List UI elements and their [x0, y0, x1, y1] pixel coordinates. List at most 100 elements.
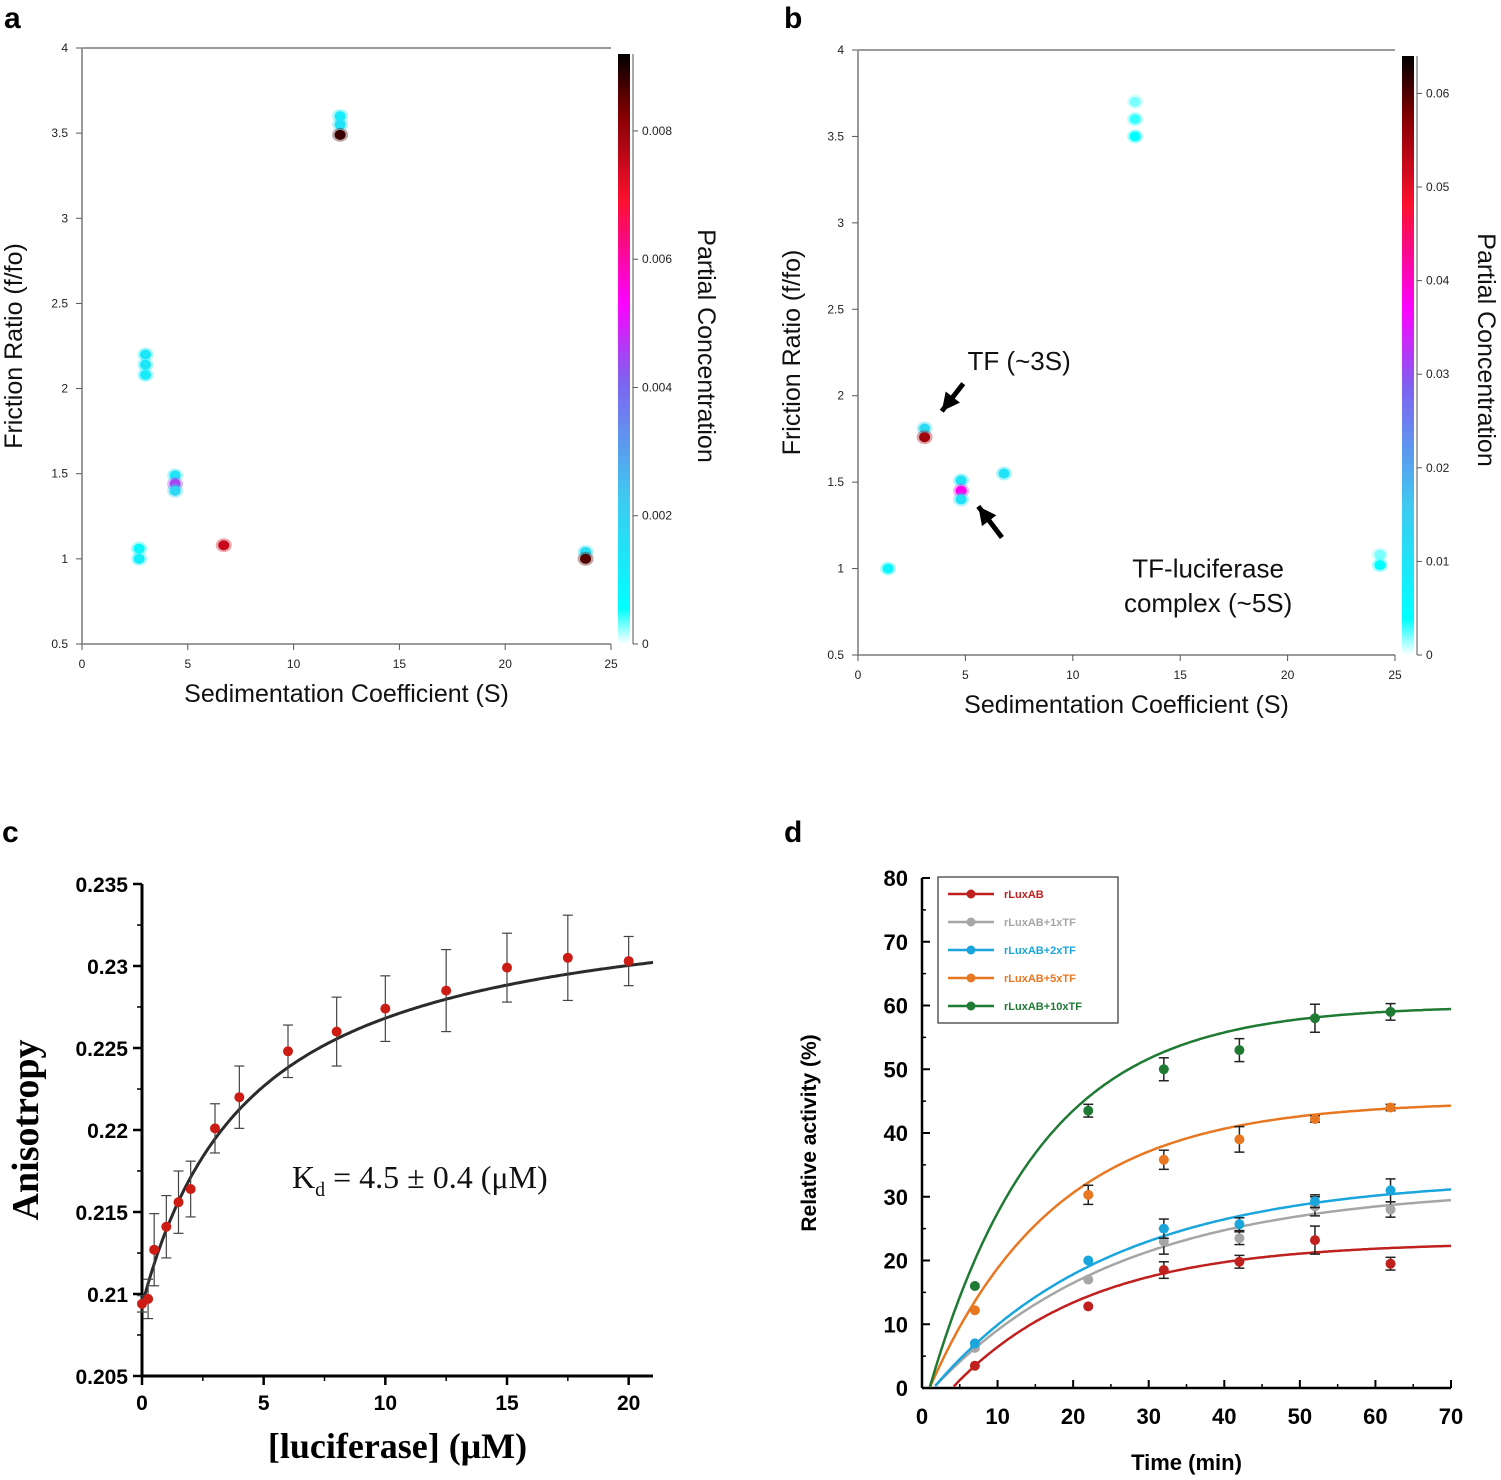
y-tick-label: 3.5 [51, 126, 68, 140]
x-tick-label: 60 [1363, 1404, 1387, 1429]
x-tick-label: 20 [499, 657, 513, 671]
data-point-1 [1385, 1204, 1396, 1215]
x-tick-label: 0 [136, 1392, 148, 1415]
x-tick-label: 50 [1288, 1404, 1312, 1429]
data-point-4 [1083, 1105, 1094, 1116]
y-tick-label: 2 [61, 382, 68, 396]
x-tick-label: 70 [1439, 1404, 1463, 1429]
data-point [210, 1123, 220, 1134]
fit-curve-4 [928, 1007, 1452, 1388]
x-tick-label: 5 [962, 668, 969, 682]
colorbar-tick-label: 0.06 [1426, 86, 1450, 100]
x-axis-label: Sedimentation Coefficient (S) [964, 691, 1289, 719]
x-tick-label: 15 [1174, 668, 1188, 682]
data-point-0 [1158, 1265, 1169, 1276]
y-axis-label: Anisotropy [5, 1040, 47, 1221]
x-tick-label: 15 [495, 1392, 519, 1415]
annotation-text: TF (~3S) [967, 346, 1070, 376]
x-tick-label: 0 [916, 1404, 928, 1429]
data-point-2 [969, 1338, 980, 1349]
data-point [234, 1092, 245, 1103]
data-point-0 [969, 1360, 980, 1371]
colorbar-tick-label: 0.02 [1426, 461, 1450, 475]
colorbar [1402, 56, 1414, 655]
spot [334, 111, 346, 122]
y-axis-label: Friction Ratio (f/fo) [778, 250, 806, 456]
data-point [185, 1184, 196, 1195]
y-tick-label: 4 [837, 43, 844, 57]
y-tick-label: 1 [837, 562, 844, 576]
y-tick-label: 0.205 [75, 1366, 128, 1389]
spot [1129, 114, 1141, 125]
data-point-1 [1234, 1233, 1245, 1244]
data-point-0 [1234, 1256, 1245, 1267]
fit-curve-2 [934, 1188, 1452, 1387]
y-axis-label: Friction Ratio (f/fo) [0, 243, 28, 449]
panel-letter-b: b [784, 2, 802, 35]
data-point-0 [1309, 1235, 1320, 1246]
data-point-4 [1158, 1064, 1169, 1075]
y-tick-label: 50 [884, 1057, 908, 1082]
spot [218, 540, 230, 551]
y-tick-label: 2.5 [51, 296, 68, 310]
colorbar-tick-label: 0.04 [1426, 274, 1450, 288]
x-tick-label: 0 [79, 657, 86, 671]
spot [139, 359, 151, 370]
colorbar-label: Partial Concentration [692, 229, 720, 462]
spot [955, 485, 967, 496]
data-point [283, 1046, 293, 1057]
y-tick-label: 3.5 [827, 129, 844, 143]
data-point-2 [1385, 1185, 1396, 1196]
spot [169, 485, 181, 496]
spot [882, 563, 894, 574]
x-tick-label: 0 [855, 668, 862, 682]
data-point [161, 1221, 172, 1232]
y-tick-label: 2.5 [827, 302, 844, 316]
spot [334, 129, 346, 140]
data-point [623, 956, 634, 967]
spot [133, 543, 145, 554]
annotation-arrow-head [941, 391, 960, 412]
colorbar-tick-label: 0 [642, 637, 649, 651]
x-tick-label: 5 [258, 1392, 270, 1415]
spot [169, 470, 181, 481]
data-point-1 [1083, 1274, 1094, 1285]
annotation-arrow-head [978, 506, 997, 527]
heatmap-panel-a: 0 5 10 15 20 25 0.5 1 1.5 2 2.5 3 3.5 4 Sedimentation … [0, 41, 720, 708]
y-tick-label: 3 [61, 211, 68, 225]
panel-letter-c: c [2, 816, 19, 849]
data-point-3 [1158, 1154, 1169, 1165]
data-point [562, 952, 573, 963]
y-tick-label: 80 [884, 866, 908, 891]
data-point-2 [1234, 1219, 1245, 1230]
spot [1374, 560, 1386, 571]
x-tick-label: 10 [985, 1404, 1009, 1429]
x-tick-label: 10 [374, 1392, 397, 1415]
x-tick-label: 30 [1136, 1404, 1160, 1429]
colorbar-tick-label: 0.05 [1426, 180, 1450, 194]
heatmap-panel-b: 0 5 10 15 20 25 0.5 1 1.5 2 2.5 3 3.5 4 Sedimentation … [778, 43, 1500, 719]
legend-marker [966, 945, 976, 955]
data-point [173, 1197, 184, 1208]
spot [955, 494, 967, 505]
colorbar-tick-label: 0.03 [1426, 367, 1450, 381]
colorbar-tick-label: 0.006 [642, 252, 672, 266]
colorbar-tick-label: 0.01 [1426, 554, 1450, 568]
anisotropy-panel-c: 0 5 10 15 20 0.205 0.21 0.215 0.22 0.225 0.23 0.235… [5, 874, 654, 1466]
y-tick-label: 0.215 [75, 1202, 128, 1225]
x-tick-label: 40 [1212, 1404, 1236, 1429]
fit-curve-3 [928, 1104, 1452, 1388]
y-tick-label: 3 [837, 216, 844, 230]
y-tick-label: 1 [61, 552, 68, 566]
spot [919, 423, 931, 434]
y-tick-label: 0.22 [87, 1120, 128, 1143]
data-point-0 [1083, 1301, 1094, 1312]
data-point-3 [1385, 1102, 1396, 1113]
y-tick-label: 0.23 [87, 956, 128, 979]
kd-k: K [292, 1159, 315, 1195]
colorbar [618, 54, 630, 644]
spot [1129, 131, 1141, 142]
panel-letter-d: d [784, 816, 802, 849]
spot [334, 119, 346, 130]
